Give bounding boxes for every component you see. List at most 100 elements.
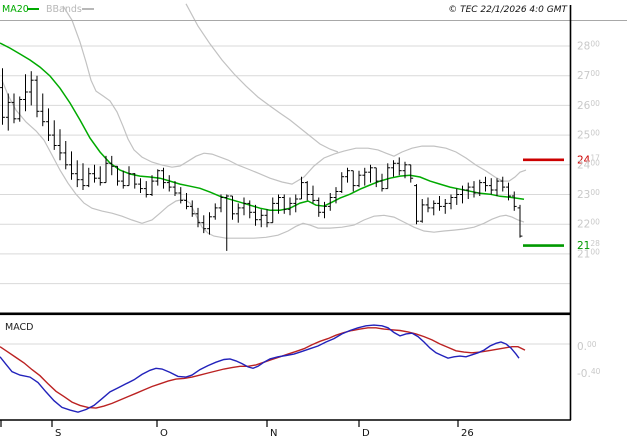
macd-tick-label: -0.40 <box>577 367 601 380</box>
candle <box>333 187 339 204</box>
time-tick-label: N <box>270 428 277 439</box>
candle <box>293 194 299 213</box>
candle <box>276 194 281 214</box>
candle <box>356 170 362 188</box>
candle <box>258 209 264 228</box>
candle <box>230 195 235 220</box>
candle <box>264 209 270 228</box>
candle <box>92 164 97 183</box>
candle <box>149 175 155 196</box>
candle <box>235 203 241 223</box>
candle <box>46 108 51 141</box>
candle <box>322 201 327 219</box>
candle <box>339 172 345 193</box>
candle <box>138 178 143 193</box>
candle <box>224 194 230 251</box>
macd-label: MACD <box>5 322 33 333</box>
candle <box>517 204 523 238</box>
candle <box>506 182 511 201</box>
candle <box>396 157 402 176</box>
candle <box>465 182 471 199</box>
candle <box>74 160 80 188</box>
candle <box>471 181 477 198</box>
candle <box>477 179 483 196</box>
candle <box>408 164 414 183</box>
candle <box>155 169 161 186</box>
candle <box>34 75 40 118</box>
candle <box>304 181 310 201</box>
price-gridlines <box>0 45 570 285</box>
candle <box>23 74 28 112</box>
price-tick-label: 2300 <box>577 188 600 201</box>
candle <box>172 181 178 196</box>
price-tick-label: 2400 <box>577 158 600 171</box>
candle <box>115 165 120 186</box>
candle <box>86 167 92 188</box>
price-tick-label: 2100 <box>577 247 600 260</box>
upper-bollinger-band <box>62 5 527 185</box>
candle <box>11 93 17 124</box>
candle <box>195 207 201 228</box>
price-level-label: 2128 <box>577 239 600 252</box>
candle <box>184 193 189 210</box>
time-axis: S O N D 26 <box>0 420 474 439</box>
time-tick-label: S <box>55 428 61 439</box>
candle <box>431 200 437 216</box>
candle <box>362 167 368 186</box>
candle <box>51 120 57 150</box>
price-tick-label: 2600 <box>577 99 600 112</box>
lower-bollinger-band <box>1 79 525 239</box>
candle <box>69 151 74 180</box>
candle <box>120 170 126 189</box>
candle <box>460 185 465 204</box>
candle <box>345 167 350 183</box>
candle <box>253 204 258 226</box>
candle <box>0 68 5 125</box>
ma20-line <box>0 42 525 211</box>
support-resistance-lines: 2417 2128 <box>523 153 600 252</box>
candle <box>247 200 253 219</box>
candle <box>419 199 425 223</box>
candle <box>454 188 460 205</box>
candle <box>287 197 293 216</box>
candle <box>368 164 373 183</box>
price-tick-label: 2200 <box>577 218 600 231</box>
candle <box>201 215 207 234</box>
candle <box>97 166 103 186</box>
candle <box>161 167 166 189</box>
ma20-legend-label: MA20 <box>2 4 29 15</box>
candle <box>166 175 172 192</box>
candle <box>178 187 184 204</box>
candle <box>488 178 494 195</box>
candle <box>212 203 218 220</box>
price-level-label: 2417 <box>577 153 600 166</box>
candle <box>207 212 212 235</box>
upper-bollinger-band-head <box>185 3 339 153</box>
candle <box>241 197 247 216</box>
macd-tick-label: 0.00 <box>577 340 597 353</box>
candle <box>28 71 34 106</box>
time-tick-label: D <box>362 428 370 439</box>
candle <box>310 185 316 204</box>
macd-signal-line <box>0 327 526 409</box>
candle <box>483 176 488 192</box>
candle <box>63 141 69 170</box>
price-tick-label: 2500 <box>577 129 600 142</box>
candle <box>327 193 333 211</box>
price-tick-label: 2800 <box>577 40 600 53</box>
time-tick-label: 26 <box>461 428 474 439</box>
candle <box>57 129 63 161</box>
candle <box>442 199 448 214</box>
candle <box>5 93 11 131</box>
time-tick-label: O <box>160 428 168 439</box>
candle <box>448 194 454 210</box>
candle <box>385 163 391 190</box>
price-tick-label: 2700 <box>577 69 600 82</box>
bbands-legend-label: BBands <box>46 4 82 15</box>
candle <box>17 96 23 122</box>
ma20-polyline <box>0 42 525 211</box>
candle <box>379 173 385 192</box>
candle <box>414 184 419 225</box>
